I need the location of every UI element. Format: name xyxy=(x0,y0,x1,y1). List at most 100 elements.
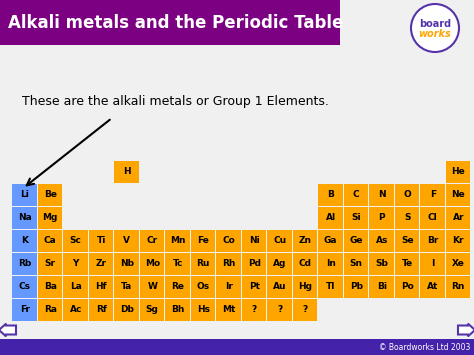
Bar xyxy=(217,275,241,297)
Text: O: O xyxy=(403,190,411,199)
Text: Ar: Ar xyxy=(453,213,464,222)
Bar xyxy=(217,299,241,321)
Text: Ba: Ba xyxy=(44,282,57,291)
Bar xyxy=(115,229,139,251)
Bar xyxy=(89,252,113,274)
Bar xyxy=(293,252,318,274)
Bar xyxy=(38,184,63,206)
Text: Xe: Xe xyxy=(452,259,465,268)
Text: Ge: Ge xyxy=(349,236,363,245)
Text: Ni: Ni xyxy=(249,236,260,245)
Text: Hf: Hf xyxy=(95,282,107,291)
Bar xyxy=(115,275,139,297)
Text: Ne: Ne xyxy=(451,190,465,199)
Bar xyxy=(140,252,164,274)
Text: Mo: Mo xyxy=(145,259,160,268)
Text: Pt: Pt xyxy=(249,282,260,291)
Text: Co: Co xyxy=(222,236,235,245)
Bar xyxy=(12,207,37,229)
Text: ?: ? xyxy=(252,305,257,314)
Bar xyxy=(217,229,241,251)
Bar xyxy=(446,275,471,297)
Text: Au: Au xyxy=(273,282,286,291)
Text: Tl: Tl xyxy=(326,282,336,291)
Text: H: H xyxy=(123,167,130,176)
Text: Rf: Rf xyxy=(96,305,107,314)
Text: Pb: Pb xyxy=(350,282,363,291)
Text: Sb: Sb xyxy=(375,259,388,268)
Bar xyxy=(395,275,419,297)
Text: Sc: Sc xyxy=(70,236,82,245)
Bar xyxy=(446,184,471,206)
Bar xyxy=(12,275,37,297)
Text: Se: Se xyxy=(401,236,413,245)
Text: Cd: Cd xyxy=(299,259,312,268)
Bar xyxy=(344,275,368,297)
Text: Ra: Ra xyxy=(44,305,57,314)
Bar xyxy=(38,252,63,274)
Text: Zn: Zn xyxy=(299,236,312,245)
Text: © Boardworks Ltd 2003: © Boardworks Ltd 2003 xyxy=(379,343,470,351)
Text: Sn: Sn xyxy=(350,259,363,268)
Bar xyxy=(0,0,340,45)
Bar xyxy=(38,299,63,321)
FancyArrow shape xyxy=(0,324,16,336)
Text: Sg: Sg xyxy=(146,305,159,314)
Bar xyxy=(395,229,419,251)
Bar xyxy=(420,275,445,297)
Bar xyxy=(344,184,368,206)
Text: Rn: Rn xyxy=(452,282,465,291)
Text: Ti: Ti xyxy=(97,236,106,245)
Bar xyxy=(191,229,216,251)
Text: B: B xyxy=(328,190,334,199)
Bar xyxy=(395,184,419,206)
Bar xyxy=(140,299,164,321)
Text: Ru: Ru xyxy=(197,259,210,268)
Bar xyxy=(395,252,419,274)
Text: Si: Si xyxy=(351,213,361,222)
Bar xyxy=(191,299,216,321)
Text: Rh: Rh xyxy=(222,259,236,268)
Text: Ir: Ir xyxy=(225,282,233,291)
Text: Nb: Nb xyxy=(120,259,134,268)
Text: Al: Al xyxy=(326,213,336,222)
Text: ?: ? xyxy=(302,305,308,314)
Bar xyxy=(38,207,63,229)
Bar xyxy=(319,184,343,206)
Text: Mg: Mg xyxy=(43,213,58,222)
Text: K: K xyxy=(21,236,28,245)
Bar xyxy=(344,252,368,274)
Text: Ta: Ta xyxy=(121,282,132,291)
Text: board: board xyxy=(419,19,451,29)
Bar xyxy=(267,275,292,297)
Text: W: W xyxy=(147,282,157,291)
Bar xyxy=(344,229,368,251)
Bar xyxy=(115,299,139,321)
Text: Alkali metals and the Periodic Table: Alkali metals and the Periodic Table xyxy=(8,13,343,32)
Bar xyxy=(395,207,419,229)
Bar xyxy=(370,252,394,274)
Bar xyxy=(64,299,88,321)
Text: Bh: Bh xyxy=(171,305,184,314)
Text: Fr: Fr xyxy=(20,305,30,314)
Bar xyxy=(293,299,318,321)
Bar xyxy=(38,275,63,297)
Text: Db: Db xyxy=(120,305,134,314)
Text: As: As xyxy=(375,236,388,245)
Text: He: He xyxy=(451,167,465,176)
Bar xyxy=(89,229,113,251)
Text: works: works xyxy=(419,29,451,39)
Text: Po: Po xyxy=(401,282,414,291)
Bar xyxy=(165,299,190,321)
Bar xyxy=(12,229,37,251)
Text: Tc: Tc xyxy=(173,259,183,268)
Bar xyxy=(420,184,445,206)
Bar xyxy=(242,299,266,321)
Text: I: I xyxy=(431,259,435,268)
Text: Cr: Cr xyxy=(146,236,158,245)
Text: N: N xyxy=(378,190,385,199)
Text: Li: Li xyxy=(20,190,29,199)
Bar xyxy=(12,252,37,274)
Text: At: At xyxy=(427,282,438,291)
Bar xyxy=(420,229,445,251)
